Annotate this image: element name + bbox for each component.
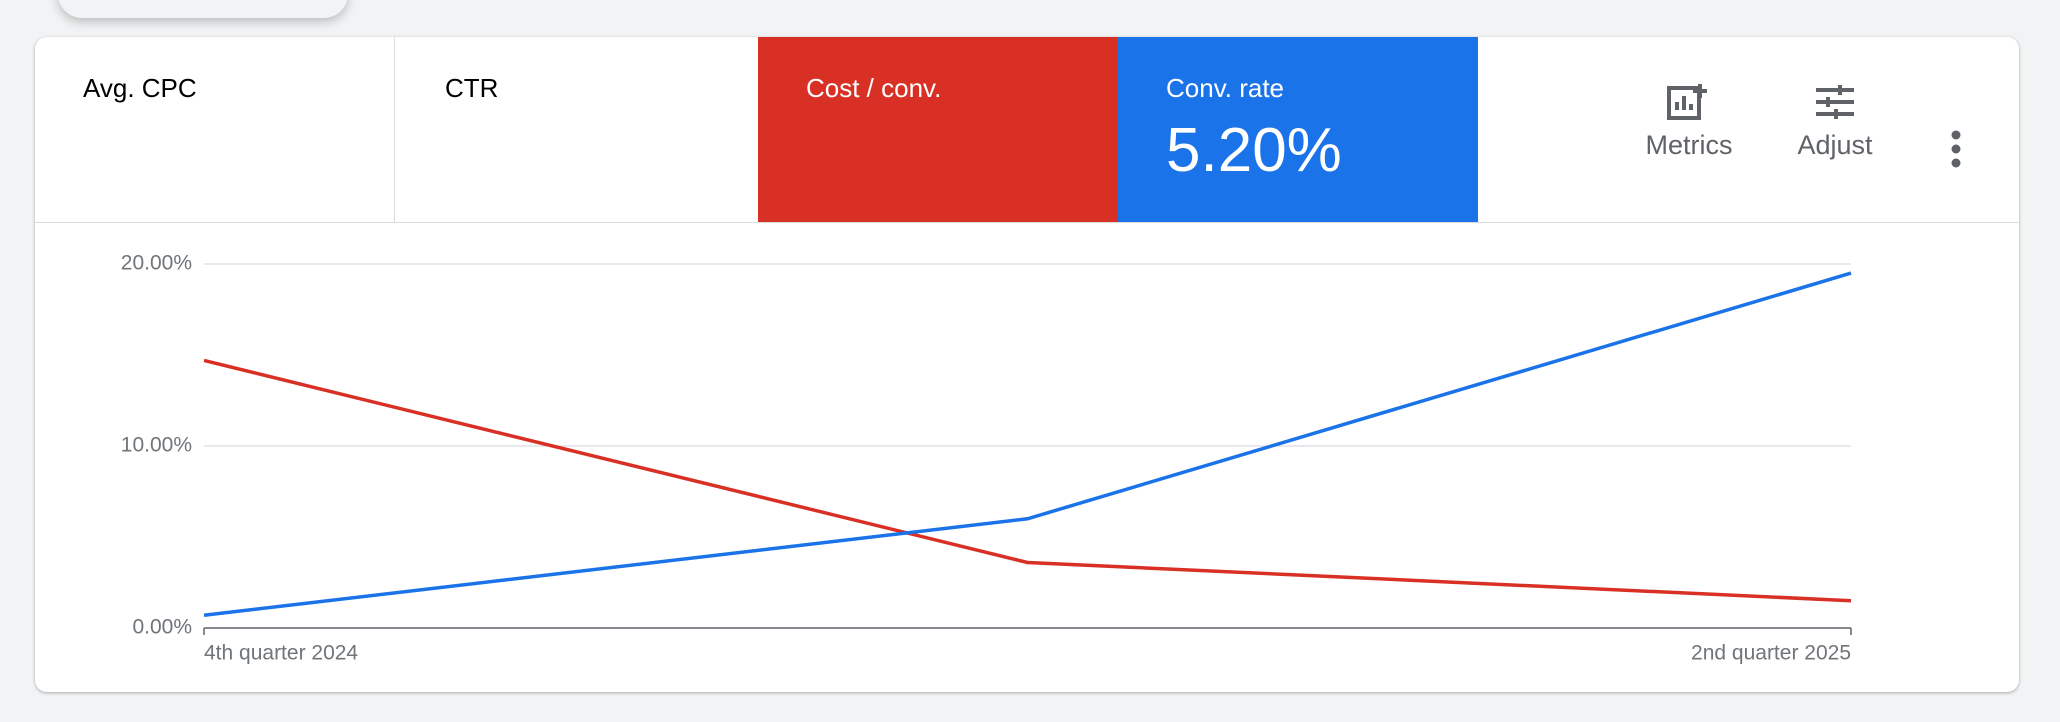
floating-pill [58, 0, 348, 18]
scorecard-label: Conv. rate [1166, 73, 1285, 103]
metrics-icon [1667, 84, 1707, 120]
series-line [203, 358, 1852, 603]
scorecard[interactable]: Conv. rate 5.20% [1118, 37, 1478, 222]
adjust-icon [1816, 85, 1854, 119]
y-tick-label: 0.00% [132, 616, 192, 639]
more-menu[interactable] [1946, 129, 1966, 169]
scorecard[interactable]: CTR [397, 37, 757, 222]
button-label: Metrics [1645, 130, 1733, 160]
series-line [203, 271, 1852, 617]
button-label: Adjust [1797, 130, 1873, 160]
y-tick-label: 20.00% [121, 252, 192, 275]
scorecard-label: Cost / conv. [806, 73, 942, 103]
x-tick-label: 2nd quarter 2025 [1691, 642, 1851, 665]
performance-card: Avg. CPC CTR Cost / conv. Conv. rate 5.20… [35, 37, 2019, 692]
scorecard-value: 5.20% [1166, 116, 1342, 185]
scorecard-label: CTR [445, 73, 499, 103]
scorecard[interactable]: Avg. CPC [35, 37, 395, 222]
scorecard-label: Avg. CPC [83, 73, 197, 103]
y-tick-label: 10.00% [121, 434, 192, 457]
chart: 0.00% 10.00% 20.00% 4th quarter 2024 2nd qua… [121, 252, 1852, 665]
divider [35, 222, 2019, 223]
scorecard[interactable]: Cost / conv. [758, 37, 1118, 222]
metrics-button[interactable]: Metrics [1629, 82, 1749, 161]
adjust-button[interactable]: Adjust [1775, 82, 1895, 161]
x-tick-label: 4th quarter 2024 [204, 642, 358, 665]
